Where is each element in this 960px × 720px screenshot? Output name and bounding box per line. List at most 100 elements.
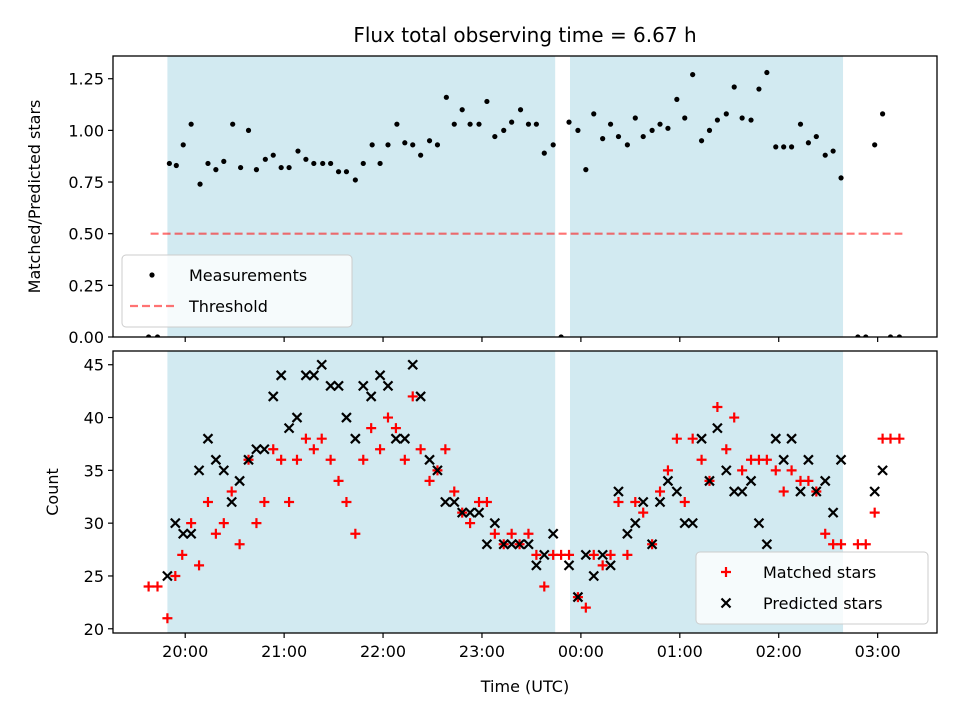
measurements-point-52 <box>566 119 572 125</box>
measurements-point-31 <box>394 121 400 127</box>
predicted-stars-point-25 <box>357 380 369 392</box>
bottom-observing-window-1 <box>167 351 556 633</box>
measurements-point-34 <box>418 152 424 158</box>
measurements-point-65 <box>674 96 680 102</box>
matched-stars-point-52 <box>564 549 575 560</box>
predicted-stars-point-27 <box>374 370 386 381</box>
predicted-stars-point-37 <box>456 507 468 518</box>
predicted-stars-point-52 <box>588 570 600 582</box>
bottom-y-tick-label-4: 35 <box>84 461 104 480</box>
measurements-point-6 <box>188 121 194 127</box>
predicted-stars-point-63 <box>679 517 691 529</box>
measurements-point-64 <box>665 125 671 131</box>
matched-stars-point-77 <box>770 465 781 476</box>
matched-stars-point-30 <box>382 412 393 423</box>
top-legend-label-2: Threshold <box>188 297 268 316</box>
predicted-stars-point-30 <box>399 433 411 444</box>
bottom-y-tick-label-6: 45 <box>84 356 104 375</box>
x-tick-label-6: 01:00 <box>657 642 703 661</box>
matched-stars-point-58 <box>613 497 624 508</box>
measurements-point-68 <box>698 138 705 144</box>
predicted-stars-point-50 <box>572 591 584 603</box>
measurements-point-13 <box>245 127 252 133</box>
matched-stars-point-45 <box>506 528 517 539</box>
predicted-stars-point-35 <box>440 496 451 508</box>
measurements-point-43 <box>492 133 498 140</box>
matched-stars-point-3 <box>162 613 173 624</box>
measurements-point-21 <box>311 160 317 167</box>
measurements-point-15 <box>262 156 268 162</box>
measurements-point-58 <box>615 133 622 140</box>
predicted-stars-point-84 <box>877 465 888 476</box>
bottom-legend-box <box>695 551 929 625</box>
predicted-stars-point-45 <box>523 539 534 550</box>
predicted-stars-point-34 <box>432 465 443 476</box>
predicted-stars-point-66 <box>704 475 715 487</box>
matched-stars-point-11 <box>226 486 237 497</box>
measurements-point-22 <box>320 160 326 167</box>
matched-stars-point-35 <box>424 475 435 486</box>
predicted-stars-point-18 <box>300 370 312 381</box>
predicted-stars-point-10 <box>234 475 245 487</box>
predicted-stars-point-47 <box>539 549 550 561</box>
matched-stars-point-26 <box>350 528 361 539</box>
measurements-point-18 <box>286 164 292 171</box>
predicted-stars-point-32 <box>415 391 426 402</box>
measurements-point-60 <box>632 115 638 121</box>
bottom-y-tick-label-3: 30 <box>84 514 104 533</box>
bottom-legend-marker-2 <box>720 597 732 609</box>
x-tick-label-1: 20:00 <box>162 642 208 661</box>
measurements-point-74 <box>748 117 754 123</box>
top-y-axis-label: Matched/Predicted stars <box>25 100 44 294</box>
measurements-point-48 <box>533 121 539 127</box>
predicted-stars-point-67 <box>712 422 723 434</box>
measurements-point-56 <box>600 136 606 142</box>
measurements-point-83 <box>822 152 828 158</box>
measurements-point-19 <box>295 148 301 154</box>
predicted-stars-point-36 <box>448 496 460 508</box>
chart-title: Flux total observing time = 6.67 h <box>353 23 696 47</box>
predicted-stars-point-21 <box>325 380 336 392</box>
predicted-stars-point-77 <box>795 486 806 497</box>
measurements-point-82 <box>813 133 819 140</box>
predicted-stars-point-17 <box>291 412 303 423</box>
bottom-legend-marker-1 <box>721 567 731 577</box>
matched-stars-point-59 <box>622 549 633 560</box>
measurements-point-54 <box>583 167 589 173</box>
top-data-layer <box>146 69 903 337</box>
matched-stars-point-4 <box>170 570 181 581</box>
measurements-point-84 <box>830 148 836 154</box>
matched-stars-point-78 <box>778 486 789 497</box>
matched-stars-point-83 <box>820 528 831 539</box>
measurements-point-29 <box>377 160 383 167</box>
measurements-point-28 <box>369 142 375 148</box>
predicted-stars-point-53 <box>597 549 608 561</box>
matched-stars-point-27 <box>358 454 369 465</box>
predicted-stars-point-4 <box>185 528 197 539</box>
matched-stars-point-79 <box>786 465 797 476</box>
predicted-stars-point-20 <box>316 359 327 371</box>
predicted-stars-point-31 <box>407 359 419 371</box>
matched-stars-point-2 <box>152 581 163 592</box>
predicted-stars-point-68 <box>721 465 732 476</box>
measurements-point-11 <box>230 121 236 127</box>
matched-stars-point-72 <box>729 412 740 423</box>
predicted-stars-point-83 <box>869 486 880 497</box>
predicted-stars-point-51 <box>580 549 592 561</box>
top-y-tick-label-6: 1.25 <box>68 70 104 89</box>
top-observing-window-2 <box>570 56 844 337</box>
x-tick-label-5: 00:00 <box>558 642 604 661</box>
measurements-point-27 <box>360 160 366 167</box>
predicted-stars-point-69 <box>728 486 740 497</box>
predicted-stars-point-79 <box>811 486 822 497</box>
measurements-point-57 <box>607 121 614 127</box>
top-legend-marker-1 <box>149 272 155 278</box>
matched-stars-point-16 <box>268 444 279 455</box>
matched-stars-point-32 <box>399 454 410 465</box>
matched-stars-point-14 <box>251 518 262 529</box>
measurements-point-36 <box>434 142 441 148</box>
predicted-stars-point-26 <box>365 391 377 402</box>
bottom-data-layer <box>143 359 905 624</box>
measurements-point-47 <box>525 121 532 127</box>
matched-stars-point-61 <box>638 507 649 518</box>
